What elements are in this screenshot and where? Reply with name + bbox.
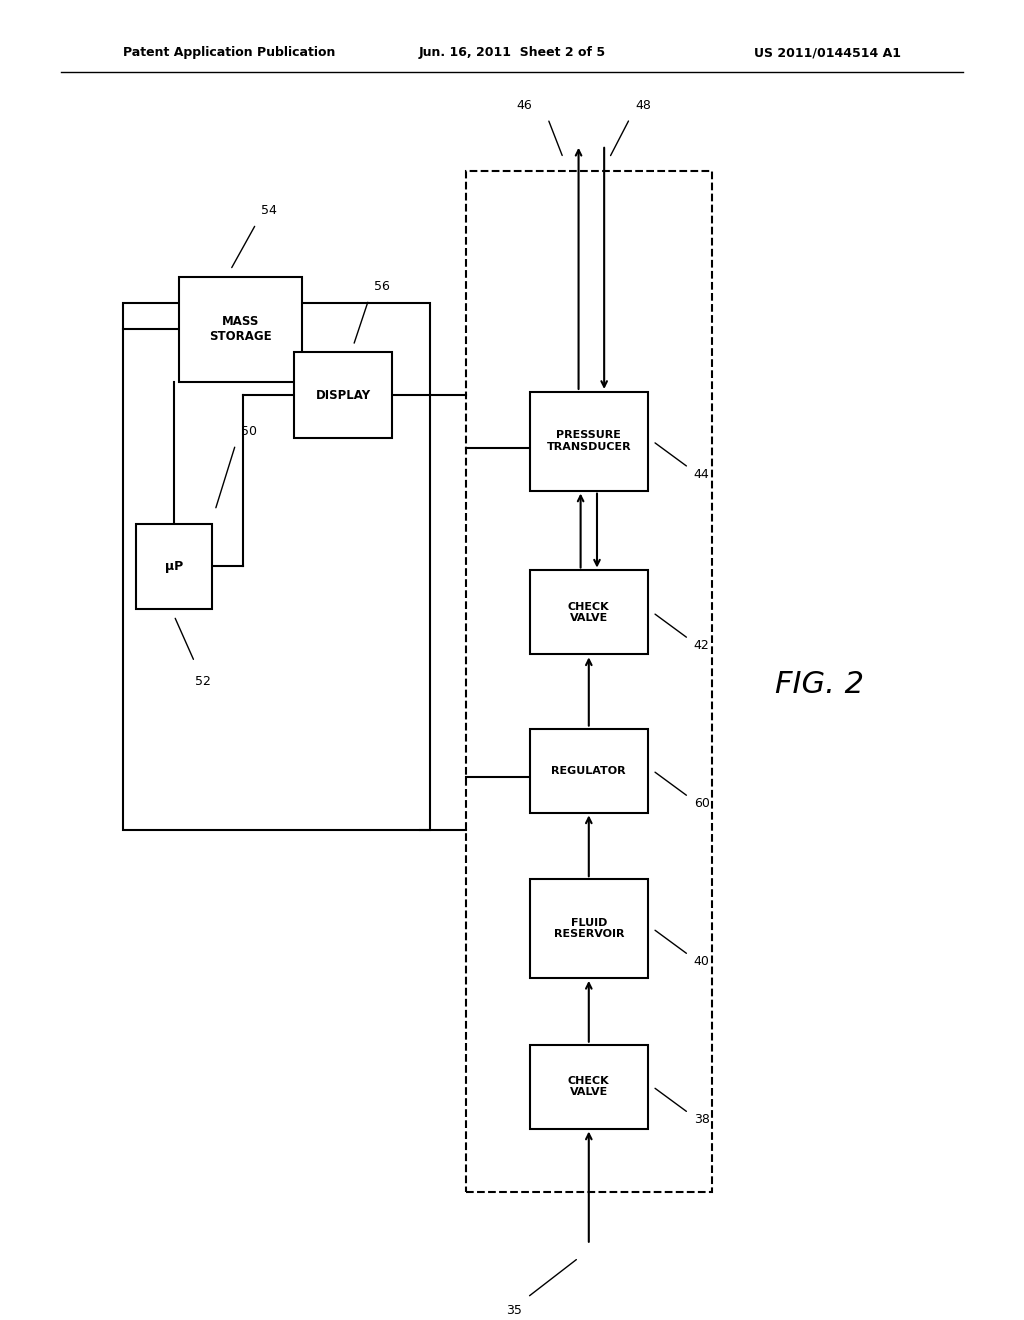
Text: 35: 35: [506, 1304, 522, 1317]
Text: US 2011/0144514 A1: US 2011/0144514 A1: [754, 46, 901, 59]
Text: REGULATOR: REGULATOR: [552, 766, 626, 776]
Bar: [530, 729, 647, 813]
Text: 42: 42: [694, 639, 710, 652]
Bar: [530, 570, 647, 655]
Bar: [179, 277, 302, 381]
Text: Jun. 16, 2011  Sheet 2 of 5: Jun. 16, 2011 Sheet 2 of 5: [419, 46, 605, 59]
Bar: [530, 1044, 647, 1129]
Text: 48: 48: [635, 99, 651, 112]
Text: 40: 40: [694, 956, 710, 968]
Text: μP: μP: [165, 560, 183, 573]
Text: PRESSURE
TRANSDUCER: PRESSURE TRANSDUCER: [547, 430, 631, 451]
Bar: [530, 392, 647, 491]
Text: 46: 46: [517, 99, 532, 112]
Bar: [135, 524, 213, 610]
Text: FLUID
RESERVOIR: FLUID RESERVOIR: [554, 917, 624, 940]
Text: 50: 50: [241, 425, 257, 438]
Text: Patent Application Publication: Patent Application Publication: [123, 46, 335, 59]
Text: CHECK
VALVE: CHECK VALVE: [568, 1076, 609, 1097]
Bar: [466, 172, 712, 1192]
Text: MASS
STORAGE: MASS STORAGE: [209, 315, 272, 343]
Text: 54: 54: [261, 205, 278, 218]
Bar: [530, 879, 647, 978]
Text: 60: 60: [694, 797, 710, 810]
Text: 52: 52: [195, 675, 211, 688]
Text: 44: 44: [694, 467, 710, 480]
Text: 56: 56: [374, 280, 390, 293]
Bar: [123, 304, 430, 830]
Bar: [295, 352, 392, 438]
Text: FIG. 2: FIG. 2: [775, 671, 863, 700]
Text: DISPLAY: DISPLAY: [315, 388, 371, 401]
Text: CHECK
VALVE: CHECK VALVE: [568, 602, 609, 623]
Text: 38: 38: [694, 1113, 710, 1126]
